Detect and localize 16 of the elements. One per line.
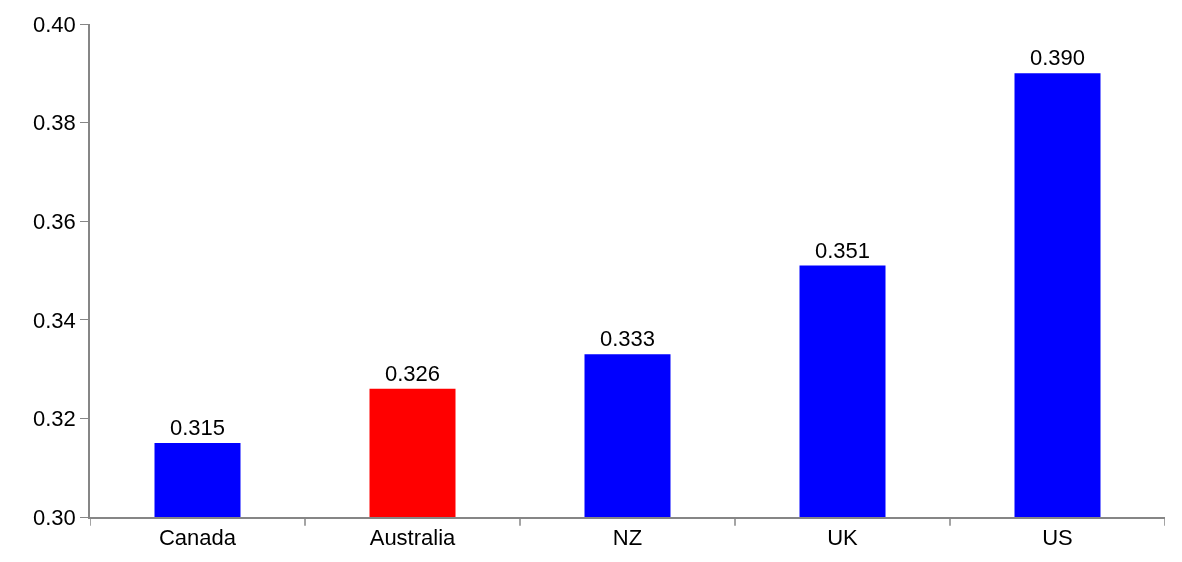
x-tick-label: NZ — [612, 525, 643, 551]
x-tick-label: Canada — [158, 525, 237, 551]
data-label: 0.326 — [384, 360, 441, 386]
x-tick-label: UK — [827, 525, 859, 551]
y-tick-label: 0.30 — [33, 504, 76, 530]
y-tick-label: 0.34 — [33, 307, 76, 333]
data-label: 0.390 — [1029, 45, 1086, 71]
x-tick-label: US — [1042, 525, 1073, 551]
y-tick-label: 0.36 — [33, 208, 76, 234]
y-tick-label: 0.40 — [33, 11, 76, 37]
y-tick-label: 0.32 — [33, 406, 76, 432]
y-tick-label: 0.38 — [33, 110, 76, 136]
data-label: 0.315 — [169, 415, 226, 441]
data-label: 0.333 — [599, 326, 656, 352]
x-tick-label: Australia — [369, 525, 457, 551]
data-label: 0.351 — [814, 237, 871, 263]
